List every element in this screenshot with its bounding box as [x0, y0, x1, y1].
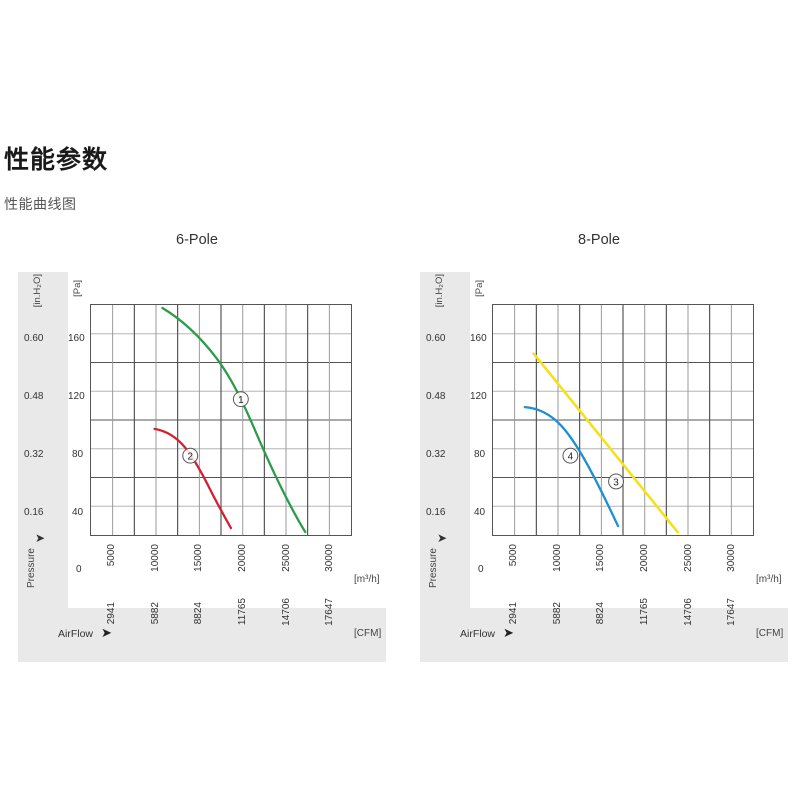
svg-text:2: 2	[187, 452, 193, 463]
x-tick-m3h-2: 15000	[595, 544, 606, 572]
x-tick-cfm-0: 2941	[106, 602, 117, 625]
x-tick-m3h-5: 30000	[324, 544, 335, 572]
y-tick-pa-4: 0	[76, 564, 82, 575]
plot-area-6-pole: 1 2	[90, 304, 352, 536]
curve-4-blue	[523, 405, 620, 528]
x-unit-cfm: [CFM]	[756, 628, 784, 639]
x-tick-m3h-4: 25000	[281, 544, 292, 572]
y-tick-pa-3: 40	[72, 507, 84, 518]
x-tick-cfm-4: 14706	[281, 598, 292, 626]
y-unit-inh2o: [in.H₂O]	[32, 274, 43, 308]
y-tick-inh2o-1: 0.48	[426, 391, 446, 402]
y-tick-pa-1: 120	[68, 391, 85, 402]
x-tick-cfm-3: 11765	[237, 598, 248, 626]
y-tick-pa-0: 160	[470, 333, 487, 344]
y-tick-pa-0: 160	[68, 333, 85, 344]
x-tick-m3h-0: 5000	[508, 544, 519, 567]
airflow-axis-label: AirFlow	[58, 628, 94, 640]
x-unit-cfm: [CFM]	[354, 628, 382, 639]
x-tick-m3h-3: 20000	[237, 544, 248, 572]
y-tick-pa-3: 40	[474, 507, 486, 518]
airflow-axis-label: AirFlow	[460, 628, 496, 640]
x-tick-cfm-2: 8824	[193, 602, 204, 625]
x-tick-cfm-1: 5882	[150, 602, 161, 625]
x-tick-m3h-2: 15000	[193, 544, 204, 572]
curve-marker-1: 1	[232, 391, 249, 408]
chart-panel-8-pole: 8-Pole	[404, 232, 794, 662]
chart-title-8-pole: 8-Pole	[578, 232, 620, 248]
page-title: 性能参数	[4, 146, 109, 174]
svg-text:4: 4	[568, 452, 574, 463]
y-tick-pa-1: 120	[470, 391, 487, 402]
svg-text:1: 1	[238, 395, 244, 406]
x-axis-band	[420, 608, 788, 662]
x-tick-m3h-4: 25000	[683, 544, 694, 572]
y-tick-inh2o-0: 0.60	[426, 333, 446, 344]
y-tick-inh2o-2: 0.32	[24, 449, 44, 460]
x-unit-m3h: [m³/h]	[756, 574, 782, 585]
y-tick-pa-2: 80	[474, 449, 486, 460]
plot-area-8-pole: 4 3	[492, 304, 754, 536]
y-tick-inh2o-2: 0.32	[426, 449, 446, 460]
x-unit-m3h: [m³/h]	[354, 574, 380, 585]
y-tick-pa-4: 0	[478, 564, 484, 575]
curve-3-yellow	[532, 352, 679, 534]
x-tick-m3h-1: 10000	[150, 544, 161, 572]
x-tick-cfm-0: 2941	[508, 602, 519, 625]
airflow-arrow-icon: ➤	[503, 625, 514, 640]
curve-marker-2: 2	[182, 447, 199, 464]
curve-marker-3: 3	[608, 473, 624, 490]
x-tick-cfm-5: 17647	[726, 598, 737, 626]
y-tick-pa-2: 80	[72, 449, 84, 460]
airflow-arrow-icon: ➤	[101, 625, 112, 640]
pressure-axis-label: Pressure	[26, 548, 37, 589]
y-unit-inh2o: [in.H₂O]	[434, 274, 445, 308]
chart-title-6-pole: 6-Pole	[176, 232, 218, 248]
x-tick-cfm-1: 5882	[552, 602, 563, 625]
pressure-arrow-icon: ➤	[437, 531, 448, 545]
chart-panel-6-pole: 6-Pole	[2, 232, 392, 662]
x-tick-cfm-3: 11765	[639, 598, 650, 626]
x-tick-m3h-3: 20000	[639, 544, 650, 572]
y-tick-inh2o-1: 0.48	[24, 391, 44, 402]
curve-marker-4: 4	[562, 447, 579, 464]
y-axis-band	[420, 272, 470, 612]
curve-2-red	[153, 427, 233, 530]
x-tick-m3h-5: 30000	[726, 544, 737, 572]
pressure-arrow-icon: ➤	[35, 531, 46, 545]
x-tick-m3h-0: 5000	[106, 544, 117, 567]
y-axis-band	[18, 272, 68, 612]
section-subtitle: 性能曲线图	[4, 196, 77, 212]
x-tick-m3h-1: 10000	[552, 544, 563, 572]
x-tick-cfm-2: 8824	[595, 602, 606, 625]
y-unit-pa: [Pa]	[72, 280, 83, 297]
x-tick-cfm-4: 14706	[683, 598, 694, 626]
y-unit-pa: [Pa]	[474, 280, 485, 297]
x-axis-band	[18, 608, 386, 662]
curve-1-green	[161, 306, 307, 534]
y-tick-inh2o-3: 0.16	[24, 507, 44, 518]
y-tick-inh2o-3: 0.16	[426, 507, 446, 518]
svg-text:3: 3	[613, 477, 619, 488]
pressure-axis-label: Pressure	[428, 548, 439, 589]
x-tick-cfm-5: 17647	[324, 598, 335, 626]
y-tick-inh2o-0: 0.60	[24, 333, 44, 344]
